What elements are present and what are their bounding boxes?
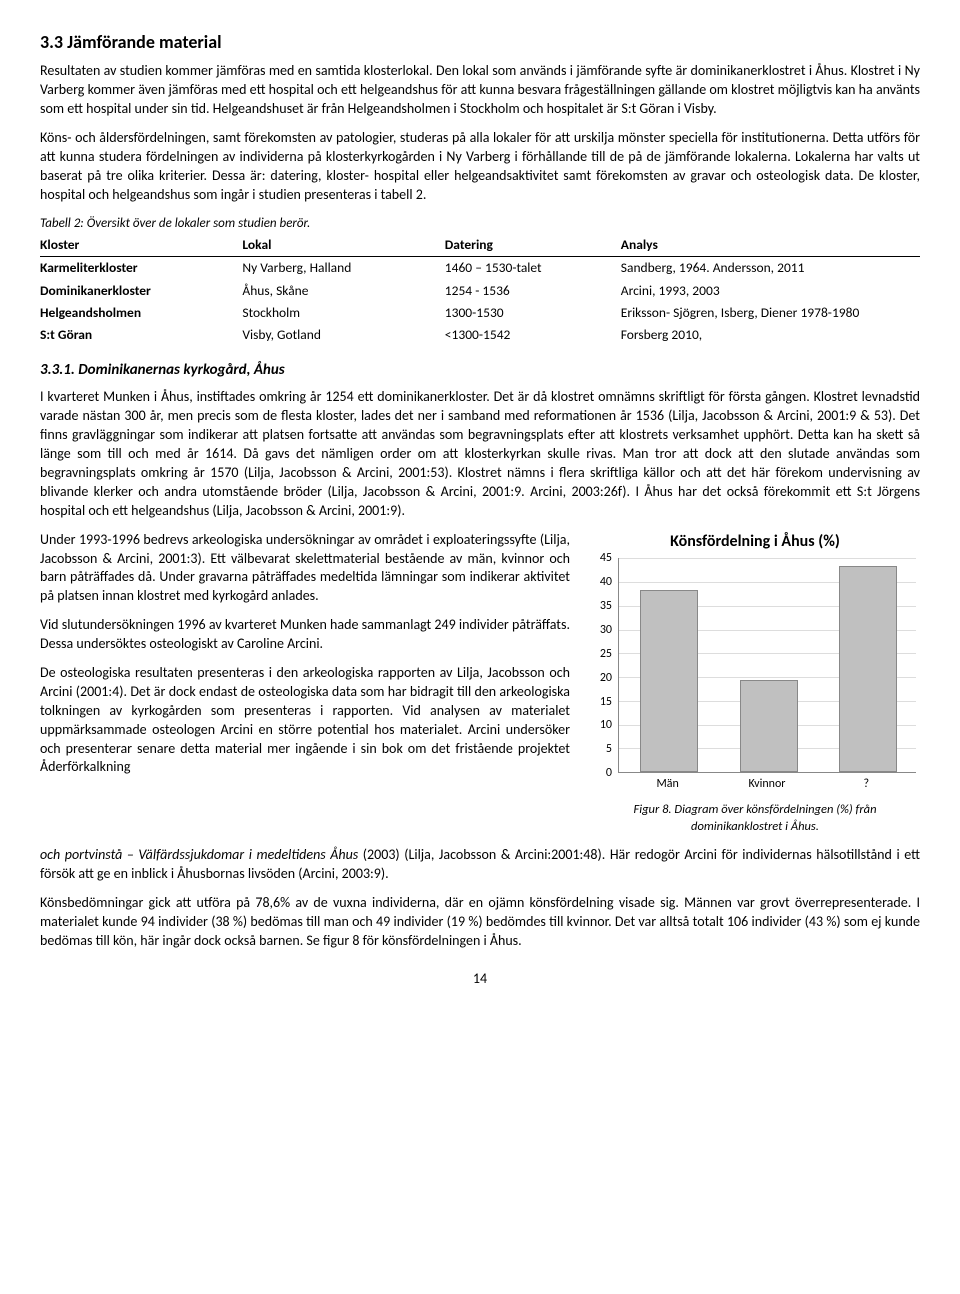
- section33-p2: Köns- och åldersfördelningen, samt förek…: [40, 129, 920, 205]
- th-kloster: Kloster: [40, 234, 242, 257]
- x-tick-label: ?: [838, 776, 894, 792]
- table-cell: Dominikanerkloster: [40, 280, 242, 302]
- y-tick-label: 40: [600, 574, 612, 590]
- table-cell: Ny Varberg, Halland: [242, 257, 444, 280]
- figure8-caption: Figur 8. Diagram över könsfördelningen (…: [590, 802, 920, 836]
- table2-caption: Tabell 2: Översikt över de lokaler som s…: [40, 215, 920, 233]
- table-row: HelgeandsholmenStockholm1300-1530Eriksso…: [40, 302, 920, 324]
- x-tick-label: Män: [640, 776, 696, 792]
- chart-column: Könsfördelning i Åhus (%) 0 5 10 15 20 25 30 35…: [590, 531, 920, 836]
- section33-heading: 3.3 Jämförande material: [40, 30, 920, 54]
- table-cell: Helgeandsholmen: [40, 302, 242, 324]
- th-analys: Analys: [621, 234, 920, 257]
- grid-line: [619, 558, 916, 559]
- section331-heading: 3.3.1. Dominikanernas kyrkogård, Åhus: [40, 360, 920, 380]
- y-tick-label: 0: [606, 765, 612, 781]
- table2: Kloster Lokal Datering Analys Karmeliter…: [40, 234, 920, 346]
- table-cell: Sandberg, 1964. Andersson, 2011: [621, 257, 920, 280]
- section331-p4: Könsbedömningar gick att utföra på 78,6%…: [40, 894, 920, 951]
- table-cell: Forsberg 2010,: [621, 324, 920, 346]
- table-cell: <1300-1542: [445, 324, 621, 346]
- th-datering: Datering: [445, 234, 621, 257]
- y-tick-label: 25: [600, 646, 612, 662]
- table-cell: Visby, Gotland: [242, 324, 444, 346]
- section331-p2c: De osteologiska resultaten presenteras i…: [40, 664, 570, 777]
- section331-p2a: Under 1993-1996 bedrevs arkeologiska und…: [40, 531, 570, 607]
- table-cell: 1300-1530: [445, 302, 621, 324]
- y-tick-label: 10: [600, 717, 612, 733]
- chart-area: 051015202530354045 MänKvinnor?: [590, 558, 920, 798]
- table-cell: Arcini, 1993, 2003: [621, 280, 920, 302]
- section33-p1: Resultaten av studien kommer jämföras me…: [40, 62, 920, 119]
- y-tick-label: 15: [600, 693, 612, 709]
- table-cell: 1254 - 1536: [445, 280, 621, 302]
- table-row: KarmeliterklosterNy Varberg, Halland1460…: [40, 257, 920, 280]
- chart-bar: [640, 590, 698, 773]
- table-cell: Karmeliterkloster: [40, 257, 242, 280]
- table-cell: Eriksson- Sjögren, Isberg, Diener 1978-1…: [621, 302, 920, 324]
- table-cell: 1460 – 1530-talet: [445, 257, 621, 280]
- y-tick-label: 30: [600, 622, 612, 638]
- y-tick-label: 35: [600, 598, 612, 614]
- y-tick-label: 5: [606, 741, 612, 757]
- x-tick-label: Kvinnor: [739, 776, 795, 792]
- table-header-row: Kloster Lokal Datering Analys: [40, 234, 920, 257]
- left-text-column: Under 1993-1996 bedrevs arkeologiska und…: [40, 531, 570, 836]
- y-tick-label: 20: [600, 670, 612, 686]
- section331-p1: I kvarteret Munken i Åhus, instiftades o…: [40, 388, 920, 520]
- table-cell: Stockholm: [242, 302, 444, 324]
- chart-title: Könsfördelning i Åhus (%): [590, 531, 920, 553]
- page-number: 14: [40, 970, 920, 989]
- table-row: DominikanerklosterÅhus, Skåne1254 - 1536…: [40, 280, 920, 302]
- section331-p2b: Vid slutundersökningen 1996 av kvarteret…: [40, 616, 570, 654]
- table-row: S:t GöranVisby, Gotland<1300-1542Forsber…: [40, 324, 920, 346]
- table-cell: Åhus, Skåne: [242, 280, 444, 302]
- section331-p3: och portvinstå – Välfärdssjukdomar i med…: [40, 846, 920, 884]
- chart-bar: [740, 680, 798, 772]
- y-tick-label: 45: [600, 550, 612, 566]
- table-cell: S:t Göran: [40, 324, 242, 346]
- th-lokal: Lokal: [242, 234, 444, 257]
- chart-bar: [839, 566, 897, 772]
